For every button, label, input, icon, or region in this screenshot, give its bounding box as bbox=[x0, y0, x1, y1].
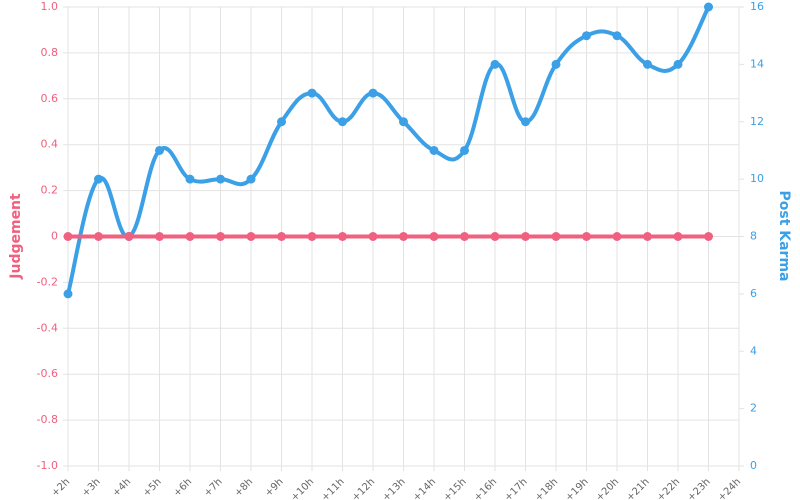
data-point bbox=[216, 174, 225, 184]
data-point bbox=[185, 232, 195, 241]
data-point bbox=[460, 232, 469, 241]
y-tick-label: 0.6 bbox=[41, 92, 59, 105]
x-tick-label: +4h bbox=[111, 476, 134, 499]
data-point bbox=[551, 232, 561, 241]
data-point bbox=[277, 232, 286, 241]
data-point bbox=[521, 232, 530, 241]
x-tick-label: +5h bbox=[141, 476, 164, 499]
x-tick-label: +3h bbox=[80, 476, 103, 499]
x-tick-label: +2h bbox=[50, 476, 73, 499]
data-point bbox=[429, 232, 439, 241]
x-tick-label: +16h bbox=[472, 476, 499, 500]
data-point bbox=[612, 232, 622, 241]
x-tick-label: +19h bbox=[564, 476, 591, 500]
x-tick-label: +11h bbox=[320, 476, 347, 500]
y-axis-title: Judgement bbox=[8, 193, 24, 280]
x-tick-label: +14h bbox=[411, 476, 438, 500]
data-point bbox=[643, 59, 652, 69]
x-tick-label: +18h bbox=[533, 476, 560, 500]
data-point bbox=[612, 31, 622, 41]
x-tick-label: +17h bbox=[503, 476, 530, 500]
data-point bbox=[246, 174, 256, 184]
data-point bbox=[399, 117, 408, 127]
data-point bbox=[246, 232, 256, 241]
y2-axis-title: Post Karma bbox=[776, 190, 792, 281]
data-point bbox=[429, 145, 439, 155]
data-point bbox=[368, 232, 378, 241]
data-point bbox=[673, 232, 683, 241]
y2-tick-label: 4 bbox=[750, 344, 757, 357]
data-point bbox=[643, 232, 652, 241]
x-tick-label: +13h bbox=[381, 476, 408, 500]
y-tick-label: -0.6 bbox=[37, 367, 58, 380]
data-point bbox=[582, 232, 591, 241]
y2-tick-label: 10 bbox=[750, 172, 764, 185]
x-tick-label: +15h bbox=[442, 476, 469, 500]
y-tick-label: -0.2 bbox=[37, 275, 58, 288]
y-tick-label: 0.4 bbox=[41, 138, 59, 151]
data-point bbox=[551, 59, 561, 69]
data-point bbox=[704, 232, 713, 241]
data-point bbox=[63, 232, 73, 241]
data-point bbox=[582, 31, 591, 41]
series-line bbox=[66, 6, 711, 295]
y-tick-label: 1.0 bbox=[41, 0, 59, 13]
x-tick-label: +22h bbox=[655, 476, 682, 500]
y2-tick-label: 12 bbox=[750, 115, 764, 128]
data-point bbox=[704, 2, 713, 12]
data-point bbox=[155, 145, 164, 155]
y2-tick-label: 16 bbox=[750, 0, 764, 13]
data-point bbox=[307, 88, 317, 98]
y2-tick-label: 6 bbox=[750, 287, 757, 300]
data-point bbox=[185, 174, 195, 184]
x-tick-label: +24h bbox=[716, 476, 743, 500]
data-point bbox=[155, 232, 164, 241]
data-point bbox=[490, 59, 500, 69]
data-point bbox=[94, 232, 103, 241]
data-point bbox=[521, 117, 530, 127]
y2-tick-label: 8 bbox=[750, 230, 757, 243]
y-tick-label: -0.8 bbox=[37, 413, 58, 426]
data-point bbox=[368, 88, 378, 98]
x-tick-label: +20h bbox=[594, 476, 621, 500]
x-tick-label: +23h bbox=[686, 476, 713, 500]
data-point bbox=[673, 59, 683, 69]
x-tick-label: +6h bbox=[172, 476, 195, 499]
y-tick-label: -1.0 bbox=[37, 459, 58, 472]
data-point bbox=[94, 174, 103, 184]
y-tick-label: 0 bbox=[51, 230, 58, 243]
y-tick-label: -0.4 bbox=[37, 321, 58, 334]
y-tick-label: 0.2 bbox=[41, 184, 59, 197]
data-point bbox=[277, 117, 286, 127]
data-point bbox=[338, 117, 347, 127]
data-point bbox=[216, 232, 225, 241]
data-point bbox=[63, 289, 73, 299]
data-point bbox=[490, 232, 500, 241]
data-point bbox=[124, 232, 134, 241]
y2-tick-label: 14 bbox=[750, 57, 764, 70]
x-tick-label: +8h bbox=[233, 476, 256, 499]
x-tick-label: +9h bbox=[263, 476, 286, 499]
x-tick-label: +12h bbox=[350, 476, 377, 500]
data-point bbox=[460, 145, 469, 155]
x-tick-label: +21h bbox=[625, 476, 652, 500]
y-tick-label: 0.8 bbox=[41, 46, 59, 59]
x-tick-label: +7h bbox=[202, 476, 225, 499]
data-point bbox=[399, 232, 408, 241]
y2-tick-label: 2 bbox=[750, 402, 757, 415]
y2-tick-label: 0 bbox=[750, 459, 757, 472]
data-point bbox=[307, 232, 317, 241]
data-point bbox=[338, 232, 347, 241]
x-tick-label: +10h bbox=[289, 476, 316, 500]
